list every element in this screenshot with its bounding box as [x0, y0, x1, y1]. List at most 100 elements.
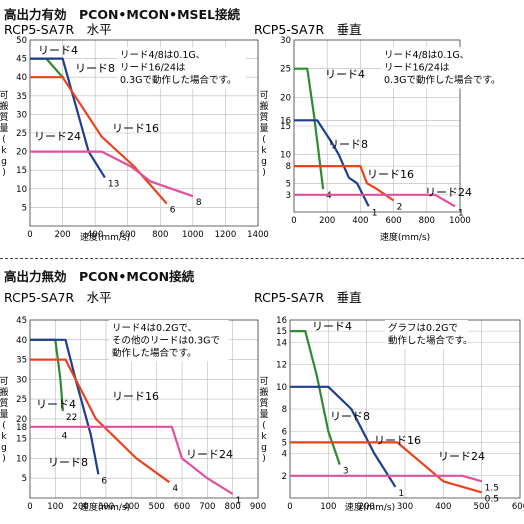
y-axis-label-char: 搬: [0, 386, 9, 398]
y-axis-label-char: ): [2, 454, 6, 464]
y-axis-label-char: 搬: [259, 386, 268, 398]
y-tick-label: 5: [282, 438, 287, 448]
plot-frame: [29, 39, 259, 227]
series-end-label: 6: [101, 476, 107, 486]
y-tick-label: 10: [280, 151, 291, 161]
y-axis-label-char: ): [2, 168, 6, 178]
series-line-1: [30, 57, 65, 79]
y-axis-label-char: g: [261, 157, 267, 167]
y-axis-label-char: 可: [259, 376, 268, 387]
y-tick-label: 2: [282, 472, 287, 482]
y-tick-label: 10: [16, 454, 27, 464]
series-name-label: リード8: [328, 138, 368, 151]
x-tick-label: 900: [250, 502, 266, 512]
y-axis-label-char: 量: [259, 123, 268, 134]
series-name-label: リード4: [325, 68, 365, 81]
y-axis-label-char: (: [262, 421, 266, 431]
y-axis-label-char: 質: [0, 397, 9, 409]
section-title-high-output-disabled: 高出力無効 PCON•MCON接続: [4, 269, 195, 284]
series-name-label: リード16: [112, 122, 159, 135]
chart-note-line: 動作した場合です。: [112, 347, 197, 359]
y-tick-label: 25: [16, 395, 27, 405]
y-tick-label: 35: [16, 356, 27, 366]
series-line-1: [294, 67, 325, 190]
y-axis-label-char: g: [1, 157, 7, 167]
series-name-label: リード8: [330, 410, 370, 423]
y-axis-label-char: 可: [0, 376, 9, 387]
y-axis-label-char: 可: [259, 90, 268, 101]
chart-note-line: 動作した場合です。: [388, 335, 473, 347]
chart-title: RCP5-SA7R 水平: [4, 290, 112, 305]
x-axis-label: 速度(mm/s): [380, 231, 430, 243]
x-tick-label: 600: [174, 502, 190, 512]
x-axis-label: 速度(mm/s): [80, 231, 130, 243]
x-tick-label: 0: [287, 502, 292, 512]
series-end-label: 4: [326, 191, 332, 201]
series-name-label: リード16: [374, 434, 421, 447]
x-tick-label: 400: [352, 216, 368, 226]
y-axis-label-char: 量: [0, 123, 9, 134]
series-line-2: [290, 385, 397, 488]
x-tick-label: 600: [512, 502, 524, 512]
y-tick-label: 15: [16, 435, 27, 445]
y-axis-label-char: 質: [259, 397, 268, 409]
y-axis-label-char: (: [2, 135, 6, 145]
series-end-label: 13: [108, 180, 119, 190]
series-name-label: リード4: [312, 320, 352, 333]
series-name-label: リード4: [36, 398, 76, 411]
y-tick-label: 40: [16, 336, 27, 346]
y-tick-label: 15: [280, 122, 291, 132]
series-end-label: 0.5: [485, 494, 499, 504]
y-tick-label: 5: [22, 474, 27, 484]
x-tick-label: 400: [435, 502, 451, 512]
series-end-label: 4: [172, 484, 178, 494]
chart-note-line: 0.3Gで動作した場合です。: [384, 74, 501, 86]
y-tick-label: 14: [276, 338, 287, 348]
y-axis-label-char: k: [1, 432, 7, 442]
y-axis-label-char: k: [1, 146, 7, 156]
chart-note-line: 0.3Gで動作した場合です。: [120, 74, 237, 86]
x-tick-label: 600: [120, 230, 136, 240]
note-background: [117, 47, 246, 89]
section-divider: [0, 258, 524, 259]
y-axis-label-char: 搬: [0, 100, 9, 112]
y-tick-label: 3: [286, 191, 291, 201]
y-axis-label-char: (: [2, 421, 6, 431]
y-tick-label: 8: [282, 405, 287, 415]
section-title-high-output-enabled: 高出力有効 PCON•MCON•MSEL接続: [4, 7, 241, 22]
chart-title: RCP5-SA7R 垂直: [254, 22, 362, 37]
x-tick-label: 500: [474, 502, 490, 512]
x-tick-label: 300: [98, 502, 114, 512]
series-line-3: [30, 358, 170, 484]
y-tick-label: 35: [16, 92, 27, 102]
series-name-label: リード24: [425, 186, 472, 199]
y-tick-label: 30: [280, 36, 291, 46]
x-tick-label: 400: [123, 502, 139, 512]
y-axis-label-char: 量: [259, 409, 268, 420]
series-name-label: リード8: [75, 62, 115, 75]
x-axis-label: 速度(mm/s): [345, 501, 395, 513]
x-tick-label: 0: [27, 502, 32, 512]
y-tick-label: 5: [22, 203, 27, 213]
y-tick-label: 18: [16, 423, 27, 433]
chart-note-line: リード4/8は0.1G、: [120, 50, 205, 61]
y-tick-label: 4: [282, 450, 287, 460]
y-axis-label-char: ): [262, 168, 266, 178]
chart-title: RCP5-SA7R 垂直: [254, 290, 362, 305]
x-tick-label: 100: [320, 502, 336, 512]
chart-note-line: リード16/24は: [384, 63, 450, 74]
y-axis-label-char: (: [262, 135, 266, 145]
chart-note-line: リード4は0.2Gで、: [112, 323, 197, 334]
series-line-2: [294, 119, 370, 207]
series-end-label: 2: [397, 203, 403, 213]
y-axis-label-char: ): [262, 454, 266, 464]
y-tick-label: 30: [16, 110, 27, 120]
x-tick-label: 1000: [182, 230, 204, 240]
series-name-label: リード8: [48, 456, 88, 469]
series-end-label: 3: [343, 467, 349, 477]
series-line-3: [30, 76, 168, 205]
series-end-label: 1: [236, 496, 242, 506]
y-tick-label: 5: [286, 179, 291, 189]
series-line-4: [30, 425, 234, 495]
y-tick-label: 16: [280, 116, 291, 126]
